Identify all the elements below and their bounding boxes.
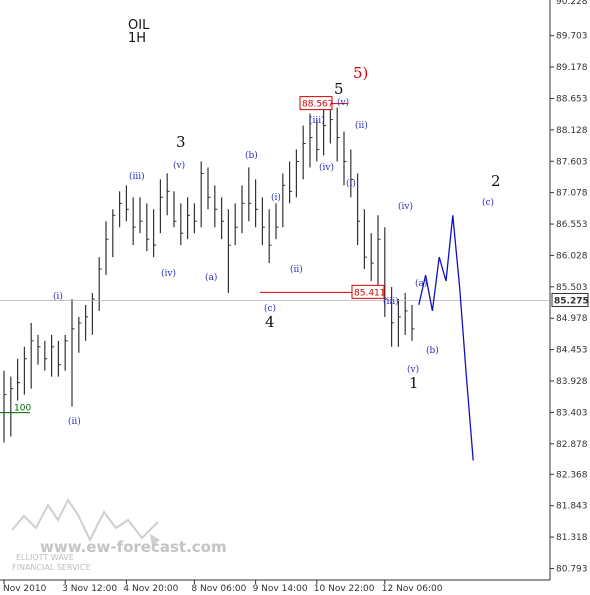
date-tick-label: 8 Nov 06:00 xyxy=(191,584,246,594)
price-tick-label: 89.703 xyxy=(556,32,588,42)
price-tick-label: 85.503 xyxy=(556,283,588,293)
chart-title: OIL xyxy=(128,18,150,33)
price-tick-label: 87.603 xyxy=(556,157,588,167)
minor-label-i: (i) xyxy=(53,291,63,302)
current-price-label: 85.275 xyxy=(554,296,589,306)
wave-label-1: 1 xyxy=(409,374,419,392)
price-tick-label: 83.928 xyxy=(556,377,588,387)
minor-label-b: (b) xyxy=(245,150,258,161)
price-tick-label: 82.368 xyxy=(556,470,588,480)
minor-label-c-2: (c) xyxy=(482,197,494,208)
level-box-high xyxy=(299,96,333,111)
chart-subtitle: 1H xyxy=(128,31,146,46)
minor-label-iii-3: (iii) xyxy=(383,296,399,307)
price-bars xyxy=(3,101,415,443)
current-price-box xyxy=(551,292,589,307)
price-axis: 89.703 89.178 88.653 88.128 87.603 87.078 86.5… xyxy=(0,0,588,581)
level-box-low xyxy=(351,284,385,299)
wave-label-5-red: 5) xyxy=(353,64,368,82)
wave-labels: 3 4 5 1 2 5) (i) (ii) (iii) (iv) (v) (b)… xyxy=(53,64,501,427)
price-tick-label: 80.793 xyxy=(556,564,588,574)
minor-label-v-3: (v) xyxy=(407,364,419,375)
level-label-high: 88.567 xyxy=(302,100,334,110)
date-tick-label: 10 Nov 22:00 xyxy=(314,584,375,594)
minor-label-iv-3: (iv) xyxy=(398,201,413,212)
price-tick-label: 81.318 xyxy=(556,533,588,543)
price-tick-label: 84.978 xyxy=(556,314,588,324)
price-tick-label: 87.078 xyxy=(556,189,588,199)
date-tick-label: 12 Nov 06:00 xyxy=(382,584,443,594)
minor-label-a: (a) xyxy=(205,272,217,283)
date-tick-label: 9 Nov 14:00 xyxy=(253,584,308,594)
minor-label-c: (c) xyxy=(264,303,276,314)
minor-label-b-2: (b) xyxy=(426,345,439,356)
minor-label-iv: (iv) xyxy=(161,268,176,279)
minor-label-iv-2: (iv) xyxy=(319,162,334,173)
minor-label-i-2: (i) xyxy=(271,192,281,203)
logo-site: www.ew-forecast.com xyxy=(40,538,227,556)
minor-label-i-3: (i) xyxy=(346,178,356,189)
wave-label-5: 5 xyxy=(334,80,344,98)
price-tick-label: 83.403 xyxy=(556,408,588,418)
minor-label-ii-2: (ii) xyxy=(290,264,303,275)
level-label-green: 100 xyxy=(14,404,31,414)
logo-line2: FINANCIAL SERVICE xyxy=(12,563,91,572)
minor-label-a-2: (a) xyxy=(415,278,427,289)
logo-line1: ELLIOTT WAVE xyxy=(16,553,74,562)
ew-forecast-logo: www.ew-forecast.com ELLIOTT WAVE FINANCI… xyxy=(11,498,227,572)
date-tick-label: 4 Nov 20:00 xyxy=(123,584,178,594)
logo-wave-icon xyxy=(11,498,159,543)
minor-label-iii-2: (iii) xyxy=(309,115,325,126)
price-tick-label: 81.843 xyxy=(556,502,588,512)
price-tick-label: 84.453 xyxy=(556,346,588,356)
forecast-path xyxy=(418,215,474,461)
date-tick-label: Nov 2010 xyxy=(3,584,47,594)
price-tick-label: 89.178 xyxy=(556,63,588,73)
minor-label-v-2: (v) xyxy=(337,97,349,108)
minor-label-ii: (ii) xyxy=(68,416,81,427)
level-label-low: 85.411 xyxy=(354,288,386,298)
wave-label-4: 4 xyxy=(265,313,275,331)
minor-label-iii: (iii) xyxy=(129,171,145,182)
minor-label-v: (v) xyxy=(173,160,185,171)
price-tick-label: 88.653 xyxy=(556,94,588,104)
minor-label-ii-3: (ii) xyxy=(355,120,368,131)
price-tick-label: 86.028 xyxy=(556,251,588,261)
wave-label-3: 3 xyxy=(176,133,186,151)
price-tick-label: 86.553 xyxy=(556,220,588,230)
price-tick-label: 82.878 xyxy=(556,440,588,450)
price-tick-label: 88.128 xyxy=(556,126,588,136)
wave-label-2: 2 xyxy=(491,172,501,190)
logo-arrow-icon xyxy=(150,534,160,546)
date-axis: Nov 2010 3 Nov 12:00 4 Nov 20:00 8 Nov 06:0… xyxy=(3,580,443,594)
price-tick-label-top: 90.228 xyxy=(556,0,588,7)
date-tick-label: 3 Nov 12:00 xyxy=(62,584,117,594)
